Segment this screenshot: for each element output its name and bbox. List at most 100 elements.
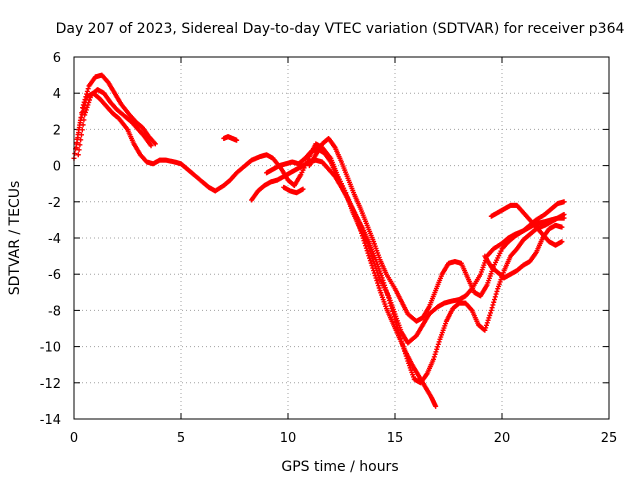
data-point (561, 211, 567, 217)
data-point (431, 356, 437, 362)
data-point (78, 137, 84, 143)
data-point (82, 112, 88, 118)
data-point (75, 135, 81, 141)
data-point (362, 240, 368, 246)
data-point (382, 282, 388, 288)
data-point (494, 288, 500, 294)
data-point (393, 319, 399, 325)
data-point (374, 278, 380, 284)
x-tick-label: 25 (601, 431, 618, 446)
data-point (382, 285, 388, 291)
data-point (381, 280, 387, 286)
data-point (435, 344, 441, 350)
data-point (488, 307, 494, 313)
data-point (85, 102, 91, 108)
series-4 (249, 157, 439, 409)
data-point (86, 99, 92, 105)
x-tick-label: 10 (280, 431, 297, 446)
data-point (83, 107, 89, 113)
y-tick-label: -4 (48, 232, 61, 247)
data-point (487, 312, 493, 318)
data-point (380, 277, 386, 283)
data-point (486, 315, 492, 321)
x-tick-label: 5 (177, 431, 185, 446)
x-axis-label: GPS time / hours (281, 459, 398, 475)
x-tick-label: 0 (70, 431, 78, 446)
data-point (81, 99, 87, 105)
chart-title: Day 207 of 2023, Sidereal Day-to-day VTE… (56, 21, 625, 37)
y-tick-label: 6 (53, 51, 61, 66)
data-point (372, 273, 378, 279)
data-point (300, 186, 306, 192)
data-point (434, 346, 440, 352)
data-point (390, 308, 396, 314)
data-point (87, 97, 93, 103)
data-point (483, 322, 489, 328)
data-point (80, 102, 86, 108)
x-tick-label: 20 (494, 431, 511, 446)
data-markers (71, 72, 567, 409)
data-point (375, 283, 381, 289)
data-point (75, 152, 81, 158)
data-point (386, 297, 392, 303)
data-point (77, 120, 83, 126)
data-point (385, 292, 391, 298)
data-point (72, 151, 78, 157)
data-point (148, 143, 154, 149)
data-point (390, 311, 396, 317)
series-3 (221, 134, 306, 196)
data-point (76, 130, 82, 136)
series-5 (488, 202, 565, 248)
data-point (84, 88, 90, 94)
data-point (376, 285, 382, 291)
data-point (367, 255, 373, 261)
data-point (234, 137, 240, 143)
y-tick-label: -6 (48, 268, 61, 283)
data-point (364, 248, 370, 254)
y-ticks: -14 -12 -10 -8 -6 -4 -2 0 2 4 6 (40, 51, 609, 428)
data-point (432, 351, 438, 357)
data-point (384, 290, 390, 296)
data-point (152, 141, 158, 147)
data-point (383, 287, 389, 293)
y-tick-label: -12 (40, 377, 61, 392)
y-axis-label: SDTVAR / TECUs (7, 181, 23, 296)
data-point (359, 233, 365, 239)
data-point (431, 354, 437, 360)
data-point (79, 127, 85, 133)
y-tick-label: -2 (48, 196, 61, 211)
data-point (389, 306, 395, 312)
series-2 (75, 87, 567, 386)
data-point (483, 325, 489, 331)
data-point (559, 224, 565, 230)
data-point (386, 295, 392, 301)
data-point (436, 339, 442, 345)
series-1 (73, 72, 567, 324)
data-point (361, 238, 367, 244)
data-point (493, 291, 499, 297)
data-point (489, 305, 495, 311)
data-point (359, 230, 365, 236)
data-point (80, 105, 86, 111)
y-tick-label: -10 (40, 341, 61, 356)
data-point (433, 349, 439, 355)
data-point (365, 250, 371, 256)
data-point (78, 132, 84, 138)
data-point (559, 239, 565, 245)
data-point (363, 243, 369, 249)
data-point (435, 341, 441, 347)
data-point (484, 320, 490, 326)
data-point (82, 97, 88, 103)
data-point (485, 317, 491, 323)
data-point (84, 104, 90, 110)
data-point (152, 140, 158, 146)
data-point (83, 109, 89, 115)
data-point (78, 115, 84, 121)
data-point (468, 306, 474, 312)
data-point (391, 314, 397, 320)
data-point (358, 228, 364, 234)
plot-frame (73, 56, 610, 420)
data-point (76, 147, 82, 153)
y-tick-label: -14 (40, 413, 61, 428)
